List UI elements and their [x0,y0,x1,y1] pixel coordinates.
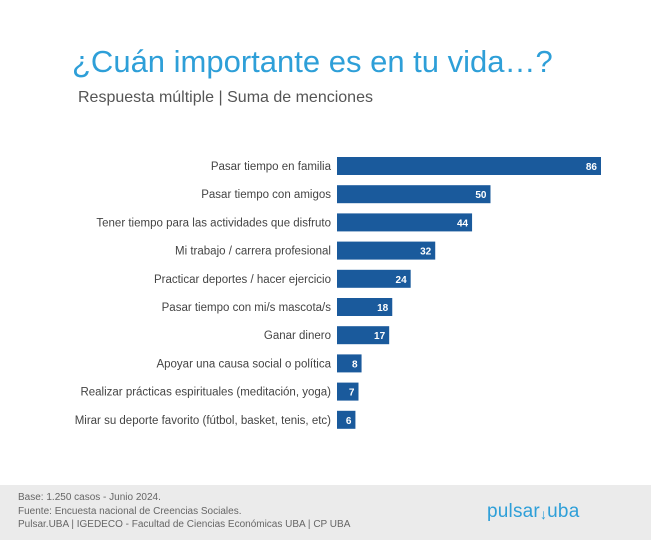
bar [337,410,356,429]
footer: Base: 1.250 casos - Junio 2024. Fuente: … [0,485,651,540]
footer-base-line: Base: 1.250 casos - Junio 2024. [18,492,161,503]
footer-credits-line: Pulsar.UBA | IGEDECO - Facultad de Cienc… [18,519,351,530]
value-label: 86 [586,162,598,173]
category-label: Mi trabajo / carrera profesional [175,246,331,258]
bar [337,382,359,401]
pulsar-uba-logo: pulsar↓uba [487,501,579,523]
logo-text-left: pulsar [487,501,540,522]
value-label: 24 [396,275,408,286]
category-label: Apoyar una causa social o política [156,358,331,370]
bar [337,241,436,260]
chart-title: ¿Cuán importante es en tu vida…? [72,44,553,79]
bar [337,354,362,373]
value-label: 8 [352,359,358,370]
value-label: 17 [374,331,386,342]
category-label: Pasar tiempo con mi/s mascota/s [162,302,332,314]
category-label: Pasar tiempo en familia [211,161,332,173]
logo-arrow-icon: ↓ [539,506,548,522]
category-label: Tener tiempo para las actividades que di… [96,217,331,229]
chart-subtitle: Respuesta múltiple | Suma de menciones [78,89,373,106]
category-label: Pasar tiempo con amigos [201,189,331,201]
bar [337,298,393,316]
bar [337,185,491,204]
bar [337,326,390,345]
value-label: 32 [420,247,432,258]
bar [337,269,411,288]
footer-source-line: Fuente: Encuesta nacional de Creencias S… [18,505,242,517]
value-label: 7 [349,388,355,399]
footer-notes: Base: 1.250 casos - Junio 2024. Fuente: … [18,491,350,532]
category-label: Ganar dinero [264,330,331,342]
category-label: Practicar deportes / hacer ejercicio [154,274,331,286]
category-label: Mirar su deporte favorito (fútbol, baske… [75,415,331,427]
value-label: 6 [346,416,352,427]
logo-text-right: uba [547,501,580,522]
category-label: Realizar prácticas espirituales (meditac… [80,387,331,399]
value-label: 18 [377,303,389,314]
value-label: 44 [457,218,469,229]
bar [337,157,601,175]
bar [337,213,473,232]
value-label: 50 [475,190,487,201]
